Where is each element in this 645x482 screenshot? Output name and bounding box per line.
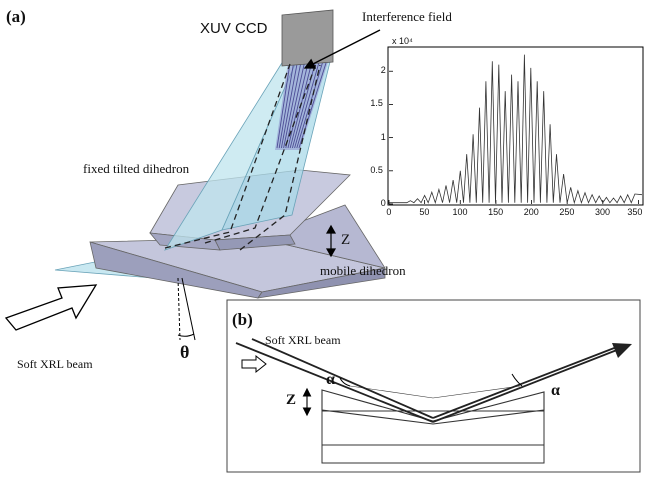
x-tick-label: 50	[419, 207, 430, 217]
alpha-label-right: α	[551, 382, 560, 399]
z-label-b: Z	[286, 392, 297, 408]
x-tick-label: 250	[559, 207, 575, 217]
z-label-a: Z	[341, 232, 351, 248]
chart-exponent-label: x 10⁴	[392, 36, 413, 46]
fringe-line	[294, 62, 320, 149]
y-tick-label: 0	[380, 198, 386, 208]
fringe-line	[283, 62, 302, 149]
mobile-dihedron-label: mobile dihedron	[320, 263, 406, 278]
reflected-arrowhead	[612, 343, 632, 358]
y-tick-label: 1.5	[370, 98, 383, 109]
panel-a-illustration	[4, 9, 386, 341]
xuv-ccd	[281, 9, 334, 67]
fringe-line	[280, 62, 298, 149]
chart-ticks	[388, 70, 639, 205]
panel-b-illustration	[226, 299, 641, 473]
substrate-block	[321, 410, 545, 464]
fringe-line	[278, 62, 295, 149]
z-arrow	[325, 224, 337, 258]
y-tick-label: 0.5	[370, 164, 383, 175]
alpha-arc-left	[339, 377, 351, 387]
mobile-dihedron	[89, 204, 386, 299]
x-tick-label: 200	[523, 207, 539, 217]
theta-indicator	[177, 277, 196, 341]
interference-field-label: Interference field	[362, 9, 452, 24]
fringe-line	[296, 62, 323, 149]
x-tick-label: 0	[386, 207, 392, 217]
soft-xrl-beam-label-b: Soft XRL beam	[265, 333, 341, 347]
x-tick-label: 300	[595, 207, 611, 217]
intensity-chart	[387, 46, 644, 206]
panel-b-frame	[226, 299, 641, 473]
panel-b-tag: (b)	[232, 310, 253, 329]
panel-a-tag: (a)	[6, 7, 26, 26]
x-tick-label: 350	[627, 207, 643, 217]
x-tick-label: 150	[488, 207, 504, 217]
fringe-line	[287, 62, 309, 149]
rays	[235, 338, 623, 423]
alpha-label-left: α	[326, 371, 335, 388]
soft-xrl-beam-label-a: Soft XRL beam	[17, 357, 93, 371]
z-arrow-b	[302, 387, 312, 417]
xuv-ccd-label: XUV CCD	[200, 20, 268, 37]
x-tick-label: 100	[452, 207, 468, 217]
soft-xrl-beam-arrow	[4, 284, 98, 331]
fringe-line	[276, 62, 291, 149]
y-tick-label: 1	[380, 131, 386, 142]
fixed-dihedron-label: fixed tilted dihedron	[83, 161, 190, 176]
alpha-arc-right	[511, 373, 523, 387]
y-tick-label: 2	[380, 65, 386, 76]
intensity-line	[389, 54, 643, 205]
theta-label: θ	[180, 342, 190, 362]
beam-paths	[164, 63, 321, 251]
interference-fringes	[275, 62, 328, 150]
small-beam-arrow	[241, 354, 267, 374]
interference-pointer	[303, 29, 381, 69]
fringe-line	[285, 62, 305, 149]
